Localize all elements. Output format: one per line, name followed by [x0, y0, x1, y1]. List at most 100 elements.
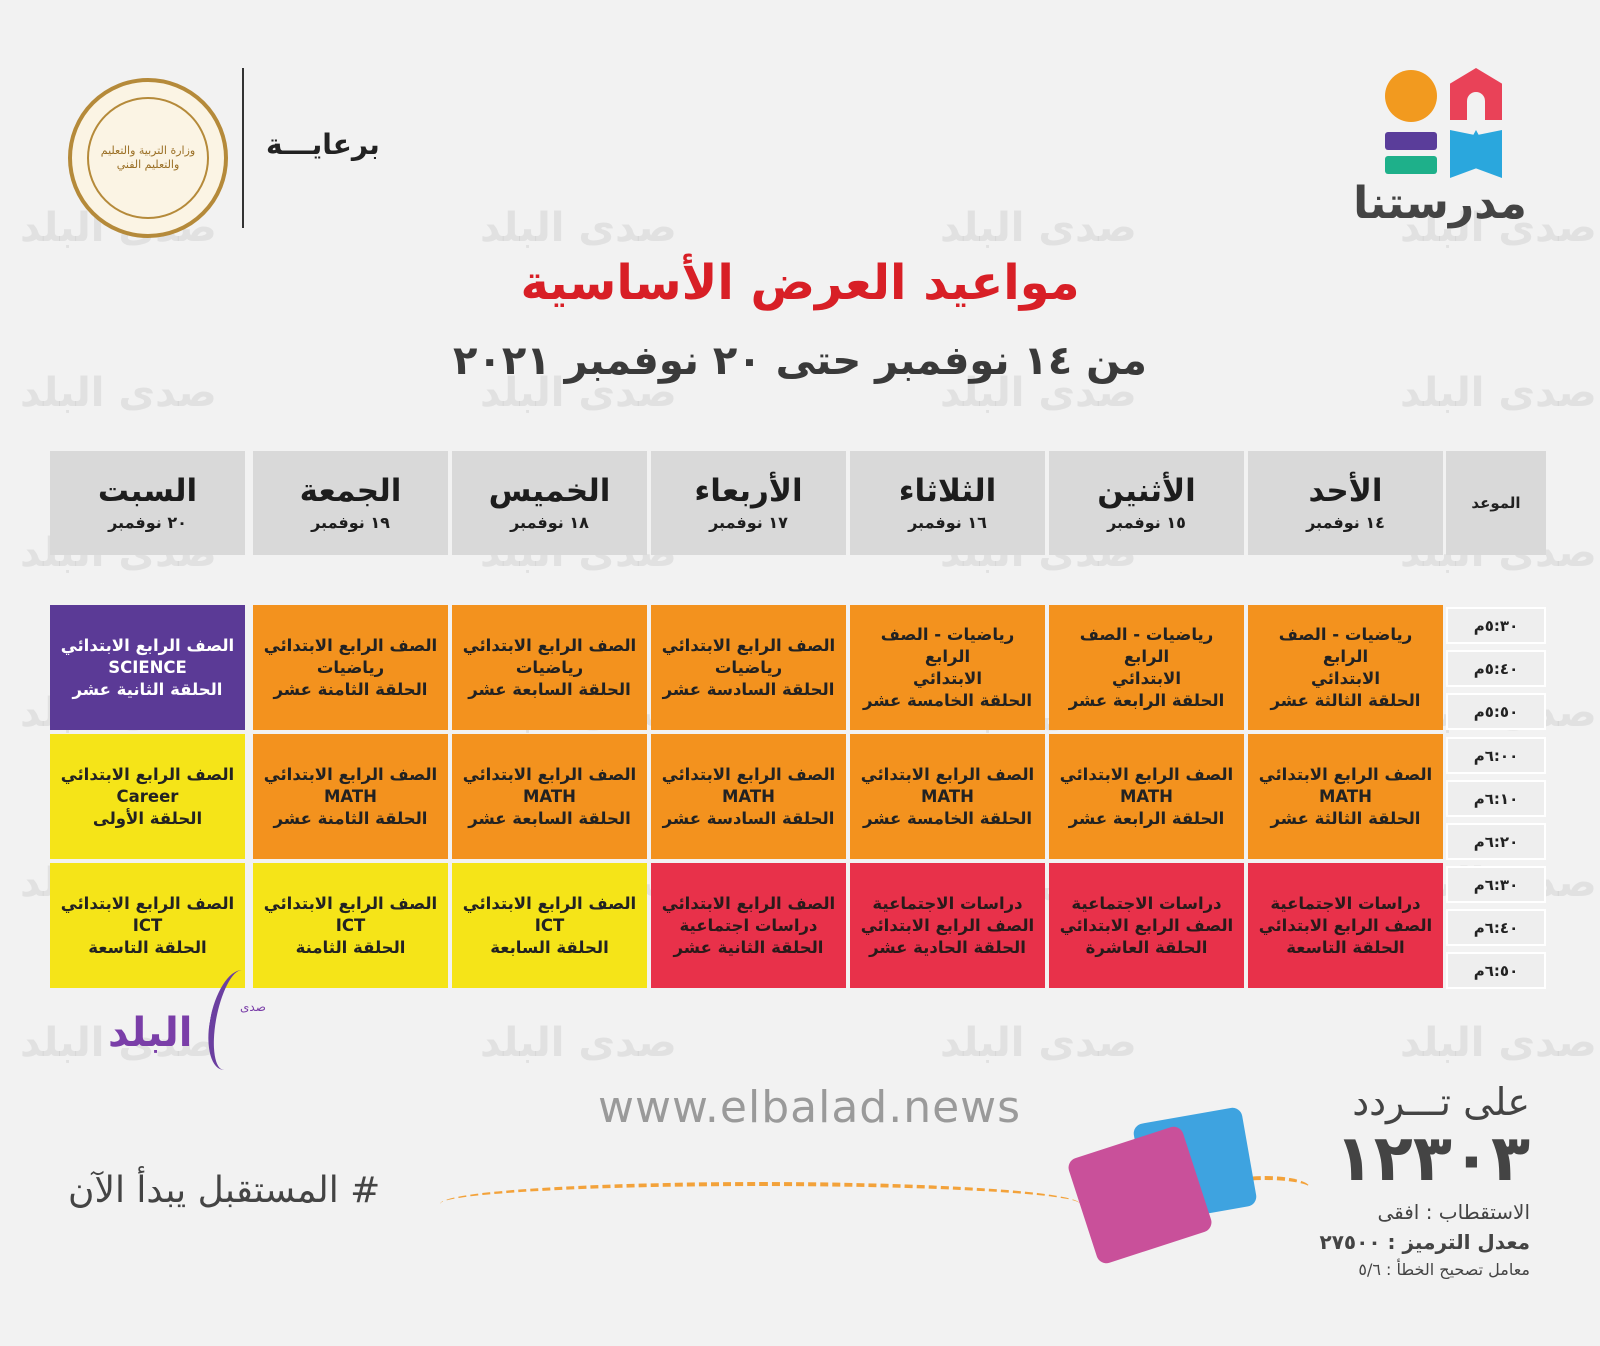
program-line: الصف الرابع الابتدائي: [860, 764, 1035, 784]
program-cell: الصف الرابع الابتدائي SCIENCE الحلقة الثان…: [50, 605, 245, 730]
decorative-dashed-line: [440, 1182, 1080, 1226]
time-slot: ٦:٥٠م: [1446, 952, 1546, 989]
program-line: رياضيات: [714, 657, 783, 677]
program-line: دراسات الاجتماعية: [1071, 893, 1222, 913]
program-line: الحلقة الثالثة عشر: [1270, 808, 1421, 828]
program-line: MATH: [1120, 786, 1173, 806]
symbol-rate-text: معدل الترميز : ٢٧٥٠٠: [1319, 1230, 1530, 1254]
program-line: الصف الرابع الابتدائي: [661, 764, 836, 784]
program-line: الصف الرابع الابتدائي: [1258, 764, 1433, 784]
day-name: الخميس: [488, 473, 611, 509]
program-cell: الصف الرابع الابتدائي ICT الحلقة السابعة: [452, 863, 647, 988]
program-line: الحلقة السابعة عشر: [468, 808, 631, 828]
program-cell: الصف الرابع الابتدائي MATH الحلقة الثامنة …: [253, 734, 448, 859]
frequency-label: على تـــردد: [1352, 1080, 1530, 1124]
elbalad-logo-small: صدى: [240, 1000, 266, 1014]
program-line: الحلقة الخامسة عشر: [862, 808, 1033, 828]
day-name: الأحد: [1308, 473, 1383, 509]
program-cell: الصف الرابع الابتدائي MATH الحلقة السابعة …: [452, 734, 647, 859]
program-line: الصف الرابع الابتدائي: [263, 893, 438, 913]
elbalad-logo-word: البلد: [108, 1010, 193, 1056]
day-date: ١٩ نوفمبر: [311, 513, 390, 532]
website-url: www.elbalad.news: [598, 1082, 1022, 1133]
program-line: ICT: [534, 915, 565, 935]
time-slot: ٦:٤٠م: [1446, 909, 1546, 946]
program-cell: الصف الرابع الابتدائي ICT الحلقة الثامنة: [253, 863, 448, 988]
program-line: الحلقة الأولى: [92, 808, 203, 828]
logo-bar-icon: [1385, 156, 1437, 174]
program-line: الصف الرابع الابتدائي: [263, 764, 438, 784]
day-header: الأثنين ١٥ نوفمبر: [1049, 451, 1244, 555]
program-line: الصف الرابع الابتدائي: [661, 893, 836, 913]
day-date: ١٦ نوفمبر: [908, 513, 987, 532]
program-line: SCIENCE: [108, 657, 187, 677]
program-line: MATH: [921, 786, 974, 806]
program-line: الحلقة الثامنة عشر: [273, 679, 428, 699]
program-line: الحلقة السابعة: [490, 937, 609, 957]
program-cell: الصف الرابع الابتدائي MATH الحلقة السادسة …: [651, 734, 846, 859]
program-line: الحلقة السادسة عشر: [662, 679, 835, 699]
program-line: الحلقة الرابعة عشر: [1068, 808, 1225, 828]
watermark-text: صدى البلد: [480, 1020, 677, 1066]
ministry-seal-text: وزارة التربية والتعليم والتعليم الفني: [87, 97, 209, 219]
day-header: الأحد ١٤ نوفمبر: [1248, 451, 1443, 555]
watermark-text: صدى البلد: [940, 1020, 1137, 1066]
program-line: الحلقة السادسة عشر: [662, 808, 835, 828]
program-cell: الصف الرابع الابتدائي دراسات اجتماعية الحل…: [651, 863, 846, 988]
program-cell: دراسات الاجتماعية الصف الرابع الابتدائي ال…: [850, 863, 1045, 988]
program-cell: الصف الرابع الابتدائي Career الحلقة الأولى: [50, 734, 245, 859]
frequency-value: ١٢٣٠٣: [1334, 1122, 1530, 1196]
day-date: ٢٠ نوفمبر: [108, 513, 187, 532]
sponsor-block: وزارة التربية والتعليم والتعليم الفني بر…: [68, 68, 380, 238]
program-line: الصف الرابع الابتدائي: [60, 893, 235, 913]
program-line: الصف الرابع الابتدائي: [860, 915, 1035, 935]
day-header: الجمعة ١٩ نوفمبر: [253, 451, 448, 555]
program-cell: رياضيات - الصف الرابع الابتدائي الحلقة الخ…: [850, 605, 1045, 730]
day-date: ١٧ نوفمبر: [709, 513, 788, 532]
program-line: الصف الرابع الابتدائي: [60, 764, 235, 784]
program-line: دراسات الاجتماعية: [1270, 893, 1421, 913]
program-line: MATH: [722, 786, 775, 806]
madrasatna-logo: مدرستنا: [1353, 60, 1555, 240]
program-line: الصف الرابع الابتدائي: [462, 764, 637, 784]
swoosh-icon: [201, 970, 265, 1070]
program-line: الحلقة الثانية عشر: [72, 679, 223, 699]
program-line: Career: [116, 786, 179, 806]
watermark-text: صدى البلد: [480, 205, 677, 251]
frequency-info: على تـــردد ١٢٣٠٣ الاستقطاب : افقى معدل …: [1300, 1080, 1530, 1279]
program-line: الصف الرابع الابتدائي: [1059, 764, 1234, 784]
program-line: الحلقة التاسعة: [88, 937, 207, 957]
slogan-hashtag: # المستقبل يبدأ الآن: [68, 1170, 381, 1211]
program-line: الحلقة الحادية عشر: [869, 937, 1026, 957]
program-line: الصف الرابع الابتدائي: [661, 635, 836, 655]
program-line: الحلقة الثالثة عشر: [1270, 690, 1421, 710]
sponsor-divider: [242, 68, 244, 228]
day-header: الخميس ١٨ نوفمبر: [452, 451, 647, 555]
logo-circle-icon: [1385, 70, 1437, 122]
program-line: رياضيات - الصف الرابع: [1079, 624, 1214, 666]
day-name: الأثنين: [1097, 473, 1196, 509]
time-slot: ٦:٢٠م: [1446, 823, 1546, 860]
program-cell: الصف الرابع الابتدائي MATH الحلقة الثالثة …: [1248, 734, 1443, 859]
decorative-dashed-line: [1220, 1176, 1310, 1200]
program-cell: الصف الرابع الابتدائي ICT الحلقة التاسعة: [50, 863, 245, 988]
time-slot: ٦:١٠م: [1446, 780, 1546, 817]
program-line: الابتدائي: [913, 668, 982, 688]
logo-book-icon: [1450, 130, 1502, 178]
sponsor-label: برعايـــة: [266, 128, 380, 161]
time-slot: ٥:٥٠م: [1446, 693, 1546, 730]
program-line: ICT: [132, 915, 163, 935]
fec-text: معامل تصحيح الخطأ : ٥/٦: [1358, 1260, 1530, 1279]
time-slot: ٥:٤٠م: [1446, 650, 1546, 687]
watermark-text: صدى البلد: [940, 205, 1137, 251]
ministry-seal-logo: وزارة التربية والتعليم والتعليم الفني: [68, 78, 228, 238]
time-slot: ٦:٣٠م: [1446, 866, 1546, 903]
program-line: الصف الرابع الابتدائي: [1258, 915, 1433, 935]
program-line: الحلقة التاسعة: [1286, 937, 1405, 957]
program-line: الحلقة الرابعة عشر: [1068, 690, 1225, 710]
program-line: الابتدائي: [1112, 668, 1181, 688]
program-line: الصف الرابع الابتدائي: [462, 893, 637, 913]
program-line: الصف الرابع الابتدائي: [1059, 915, 1234, 935]
program-line: الحلقة الثامنة عشر: [273, 808, 428, 828]
time-slot: ٥:٣٠م: [1446, 607, 1546, 644]
